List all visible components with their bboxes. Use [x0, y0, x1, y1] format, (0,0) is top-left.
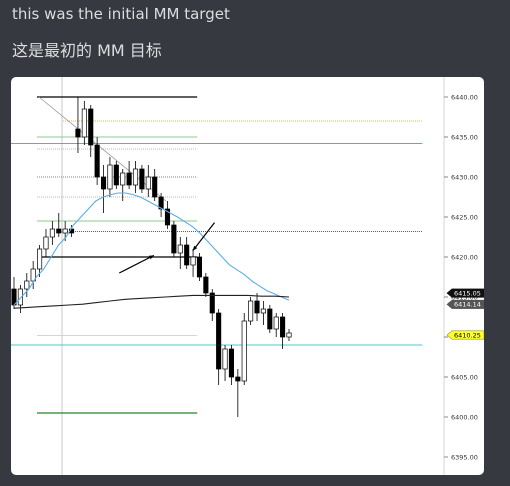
price-axis-label: 6435.00 — [451, 133, 478, 141]
candle-body — [164, 208, 171, 226]
price-tag — [446, 288, 484, 298]
candle-body — [94, 144, 100, 178]
candle-body — [113, 164, 119, 186]
price-tag — [446, 299, 484, 309]
annotation-arrow — [118, 254, 155, 274]
candle-body — [88, 108, 94, 146]
annotation-arrow — [192, 222, 215, 251]
arrowhead — [148, 255, 154, 260]
candle-body — [81, 108, 87, 138]
candle-body — [203, 276, 209, 294]
candle-body — [260, 308, 266, 314]
price-tag-label: 6410.25 — [454, 331, 481, 339]
candle-body — [280, 316, 286, 338]
candle-body — [235, 376, 241, 382]
candle-body — [43, 236, 49, 250]
candle-body — [158, 196, 164, 210]
candle-body — [171, 224, 177, 254]
candle-body — [37, 248, 43, 270]
candle-body — [120, 172, 126, 186]
candle-body — [177, 244, 183, 254]
candle-body — [24, 280, 30, 290]
candle-body — [145, 176, 151, 190]
arrowhead — [192, 245, 198, 251]
price-tag-label: 6414.14 — [454, 301, 481, 309]
price-axis-label: 6440.00 — [451, 93, 478, 101]
candle-body — [241, 320, 247, 382]
price-chart: 6440.00 6435.00 6430.00 6425.00 6420.00 6415.… — [11, 77, 484, 475]
candle-body — [56, 228, 62, 234]
candle-body — [222, 348, 228, 370]
message-text-line2: 这是最初的 MM 目标 — [12, 41, 162, 60]
candle-body — [190, 256, 196, 266]
candle-body — [196, 256, 203, 278]
candle-body — [17, 288, 23, 306]
candle-body — [267, 308, 273, 330]
candle-body — [228, 348, 234, 378]
candle-body — [184, 244, 190, 266]
candle-body — [273, 316, 279, 330]
price-tag-label: 6415.05 — [454, 289, 481, 297]
candle-body — [139, 168, 145, 190]
candle-body — [62, 228, 68, 234]
candle-body — [209, 292, 215, 314]
candle-body — [152, 176, 158, 198]
candle-body — [248, 300, 254, 322]
price-axis-label: 6395.00 — [451, 453, 478, 461]
candle-body — [216, 312, 222, 370]
chart-image-attachment[interactable]: 6440.00 6435.00 6430.00 6425.00 6420.00 6415.… — [11, 77, 484, 475]
price-axis-label: 6405.00 — [451, 373, 478, 381]
message-text-line1: this was the initial MM target — [12, 5, 230, 23]
candle-body — [254, 300, 260, 314]
price-tag — [446, 330, 484, 340]
ema-slow-line — [13, 294, 290, 309]
candle-body — [286, 332, 292, 338]
candle-body — [75, 128, 81, 138]
candle-body — [49, 228, 55, 238]
price-axis-label: 6400.00 — [451, 413, 478, 421]
candle-body — [107, 164, 113, 190]
candle-body — [132, 168, 139, 186]
price-axis-label: 6430.00 — [451, 173, 478, 181]
price-axis-label: 6425.00 — [451, 213, 478, 221]
trend-line — [38, 96, 167, 202]
ema-fast-line — [13, 192, 290, 306]
candle-body — [100, 176, 107, 190]
price-axis-label: 6420.00 — [451, 253, 478, 261]
candle-body — [126, 172, 132, 186]
